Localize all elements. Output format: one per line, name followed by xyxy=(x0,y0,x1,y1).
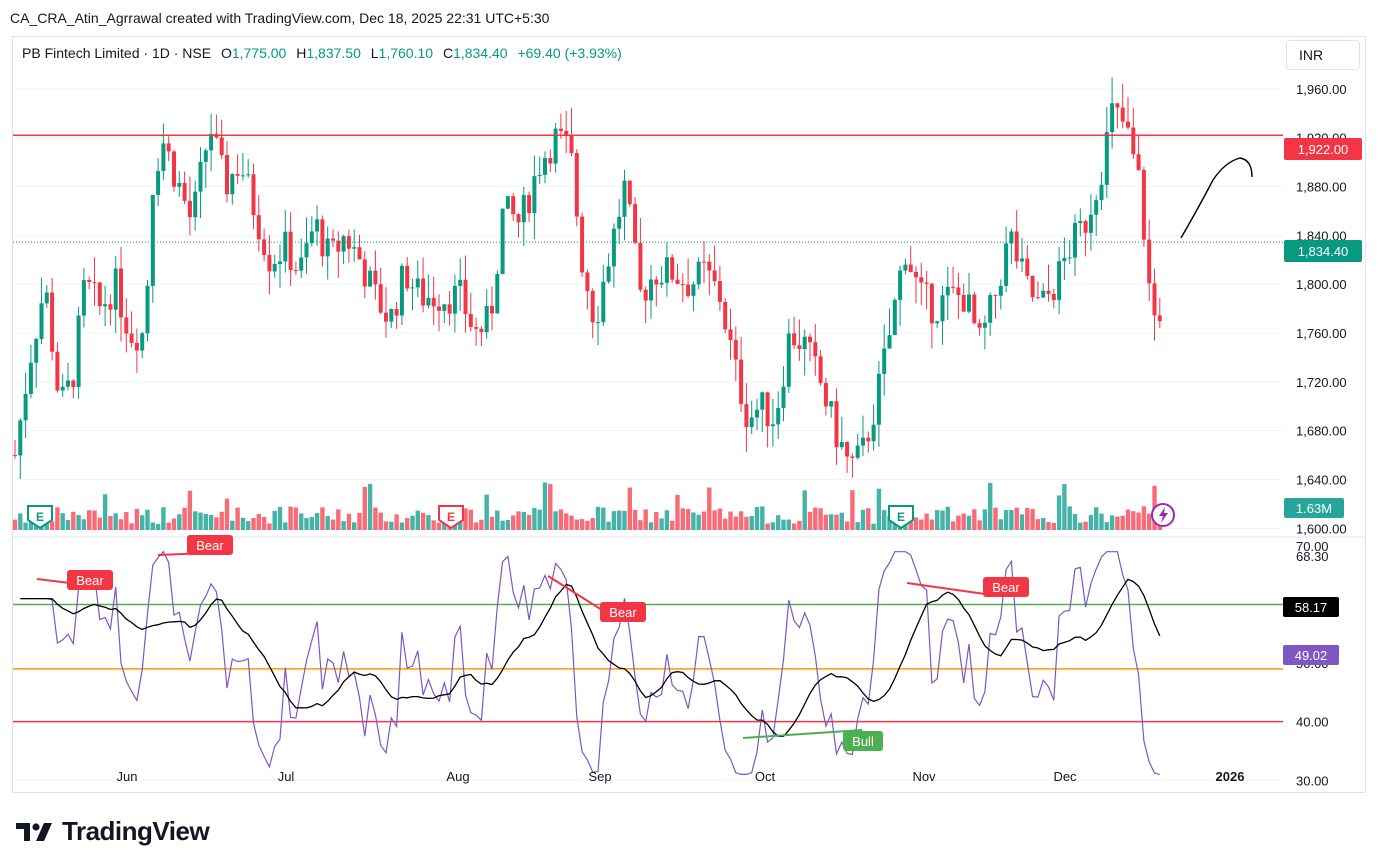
change-value: +69.40 (+3.93%) xyxy=(517,45,622,61)
close-value: 1,834.40 xyxy=(453,45,508,61)
open-label: O xyxy=(220,45,232,61)
low-value: 1,760.10 xyxy=(378,45,434,61)
high-value: 1,837.50 xyxy=(306,45,361,61)
low-label: L xyxy=(370,45,379,61)
symbol-title: PB Fintech Limited · 1D · NSE xyxy=(22,45,212,61)
tradingview-logo[interactable]: TradingView xyxy=(14,814,210,848)
chart-frame xyxy=(12,36,1366,793)
open-value: 1,775.00 xyxy=(231,45,287,61)
tradingview-logo-text: TradingView xyxy=(62,815,210,846)
currency-button[interactable]: INR xyxy=(1286,40,1360,70)
close-label: C xyxy=(442,45,454,61)
symbol-legend: PB Fintech Limited · 1D · NSE O1,775.00 … xyxy=(22,45,622,61)
tradingview-logo-icon xyxy=(16,823,52,841)
high-label: H xyxy=(296,45,307,61)
chart-caption: CA_CRA_Atin_Agrrawal created with Tradin… xyxy=(10,10,550,26)
